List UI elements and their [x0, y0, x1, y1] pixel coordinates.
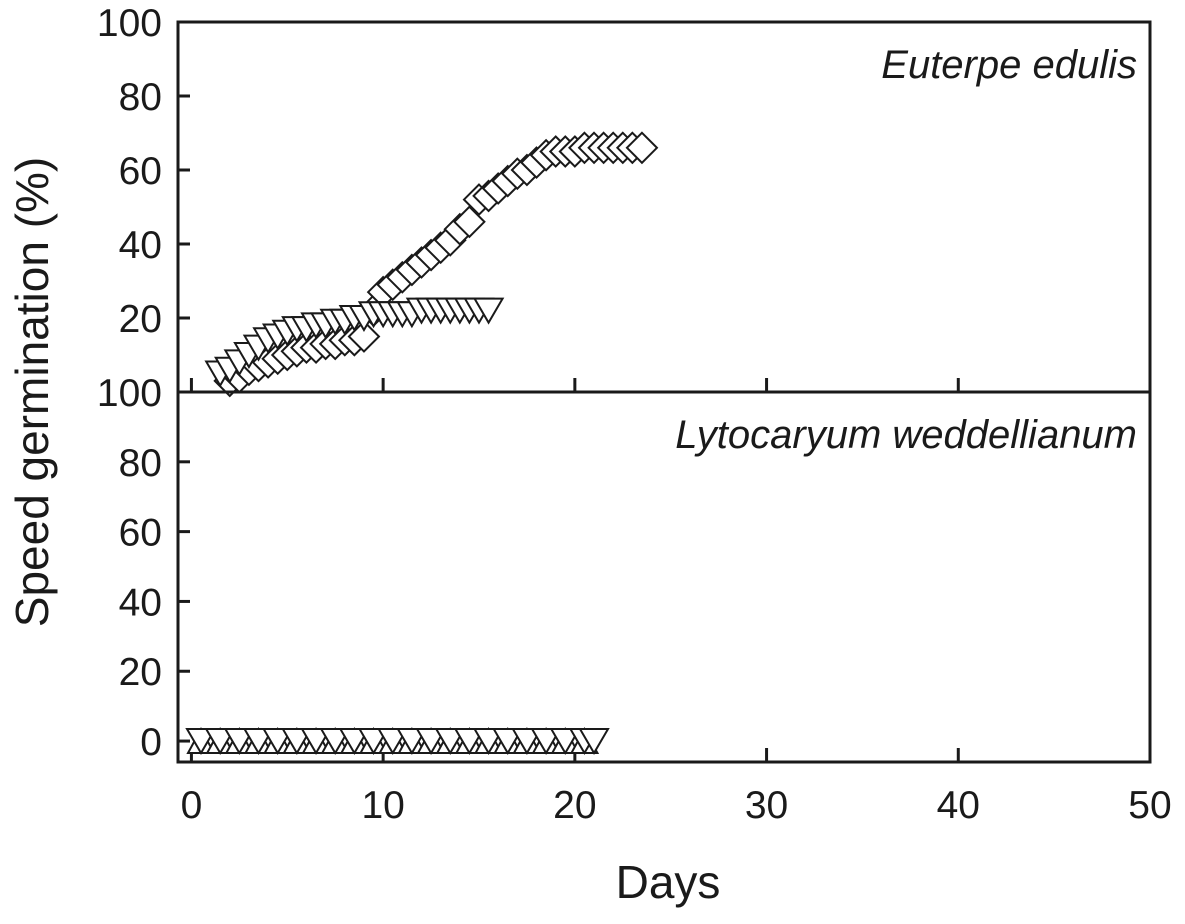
panel-2: 100 80 60 40 20 0 Lytocaryum weddellianum: [97, 372, 1152, 764]
y-tick-label: 100: [97, 372, 162, 415]
data-point: [300, 728, 332, 756]
x-axis-title: Days: [616, 856, 721, 908]
data-point: [242, 728, 275, 756]
plot-frame: [176, 390, 1152, 764]
x-tick-label: 20: [553, 784, 596, 827]
x-tick-label: 10: [361, 784, 404, 827]
x-tick-label: 50: [1128, 784, 1171, 827]
y-axis-title: Speed germination (%): [6, 157, 58, 627]
data-point: [530, 728, 562, 756]
data-point: [452, 205, 486, 239]
data-point: [472, 728, 505, 756]
y-tick-label: 100: [97, 2, 162, 45]
panel-1: 100 80 60 40 20 Euterpe edulis: [97, 2, 1152, 398]
y-tick-label: 60: [119, 150, 162, 193]
data-point: [281, 728, 313, 756]
data-point: [434, 728, 466, 756]
data-point: [453, 728, 486, 756]
x-tick-label: 0: [181, 784, 203, 827]
series-triangle-down: [185, 728, 610, 756]
x-axis-ticks: 0 10 20 30 40 50: [181, 784, 1172, 827]
panel-title: Euterpe edulis: [881, 43, 1137, 87]
data-point: [204, 728, 236, 756]
data-point: [472, 297, 505, 325]
data-point: [261, 728, 294, 756]
y-tick-label: 60: [119, 512, 162, 555]
y-tick-label: 40: [119, 581, 162, 624]
series-triangle-down: [204, 297, 505, 388]
data-point: [511, 728, 543, 756]
data-point: [347, 320, 381, 353]
y-tick-label: 80: [119, 76, 162, 119]
x-tick-label: 30: [745, 784, 788, 827]
y-tick-label: 40: [119, 224, 162, 267]
y-tick-label: 20: [119, 651, 162, 694]
panel-title: Lytocaryum weddellianum: [675, 413, 1137, 457]
data-point: [549, 728, 582, 756]
data-point: [185, 728, 217, 756]
data-point: [396, 728, 428, 756]
data-point: [415, 728, 447, 756]
x-tick-label: 40: [937, 784, 980, 827]
data-point: [625, 131, 659, 165]
data-point: [338, 728, 371, 756]
data-point: [578, 728, 610, 756]
series-diamond: [213, 131, 659, 398]
data-point: [357, 728, 390, 756]
y-tick-label: 0: [140, 721, 162, 764]
data-point: [223, 728, 256, 756]
data-point: [492, 728, 524, 756]
y-tick-label: 80: [119, 442, 162, 485]
y-tick-label: 20: [119, 298, 162, 341]
data-point: [319, 728, 351, 756]
chart-panels: 100 80 60 40 20 Euterpe edulis 100 80 60 40 20 0 Lyt…: [97, 2, 1152, 764]
data-point: [376, 728, 409, 756]
